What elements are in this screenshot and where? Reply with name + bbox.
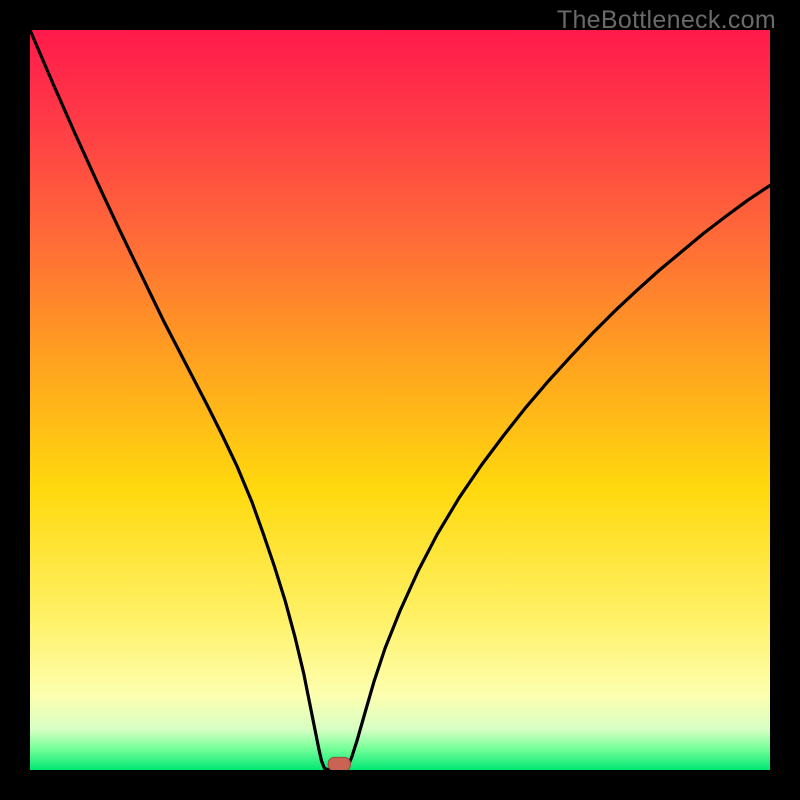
optimal-marker [30, 30, 770, 770]
plot-area [30, 30, 770, 770]
